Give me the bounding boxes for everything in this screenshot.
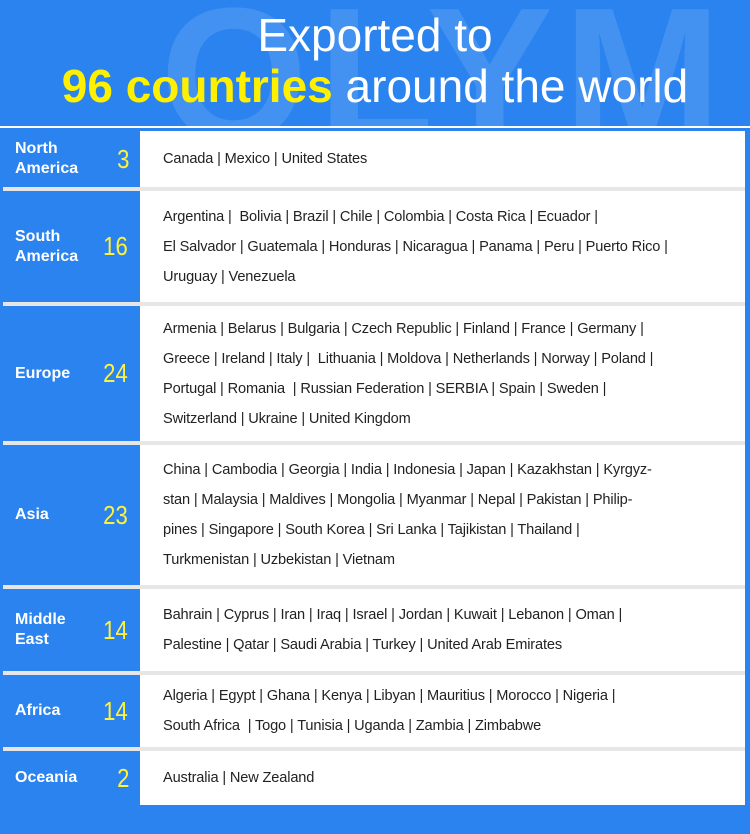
region-name: Europe <box>15 364 71 382</box>
countries-line: South Africa | Togo | Tunisia | Uganda |… <box>163 718 542 734</box>
countries-cell: Armenia | Belarus | Bulgaria | Czech Rep… <box>140 306 745 441</box>
region-name: South America <box>15 227 79 265</box>
countries-line: China | Cambodia | Georgia | India | Ind… <box>163 462 652 478</box>
region-count: 24 <box>103 358 128 388</box>
countries-cell: Canada | Mexico | United States <box>140 131 745 187</box>
region-count: 14 <box>103 614 128 645</box>
countries-line: Switzerland | Ukraine | United Kingdom <box>163 410 411 427</box>
region-row: North America 3 Canada | Mexico | United S… <box>3 131 745 191</box>
region-row: Oceania 2 Australia | New Zealand <box>3 751 745 805</box>
countries-line: Canada | Mexico | United States <box>163 151 368 167</box>
region-row: Africa 14 Algeria | Egypt | Ghana | Kenya … <box>3 675 745 751</box>
countries-line: Australia | New Zealand <box>163 770 315 786</box>
countries-line: Uruguay | Venezuela <box>163 268 296 285</box>
region-cell: Middle East 14 <box>3 589 140 671</box>
countries-line: pines | Singapore | South Korea | Sri La… <box>163 522 580 538</box>
region-count: 3 <box>116 143 129 174</box>
countries-cell: China | Cambodia | Georgia | India | Ind… <box>140 445 745 585</box>
countries-line: Greece | Ireland | Italy | Lithuania | M… <box>163 350 654 367</box>
region-row: Europe 24 Armenia | Belarus | Bulgaria | C… <box>3 306 745 445</box>
countries-line: Palestine | Qatar | Saudi Arabia | Turke… <box>163 637 562 653</box>
countries-line: Turkmenistan | Uzbekistan | Vietnam <box>163 552 395 568</box>
region-row: Asia 23 China | Cambodia | Georgia | India… <box>3 445 745 589</box>
watermark-logo: OLYM <box>160 0 732 126</box>
countries-line: Armenia | Belarus | Bulgaria | Czech Rep… <box>163 320 644 337</box>
region-cell: North America 3 <box>3 131 140 187</box>
region-name: Oceania <box>15 769 78 786</box>
region-name: Africa <box>15 702 61 719</box>
countries-cell: Bahrain | Cyprus | Iran | Iraq | Israel … <box>140 589 745 671</box>
countries-line: Argentina | Bolivia | Brazil | Chile | C… <box>163 208 598 225</box>
countries-cell: Algeria | Egypt | Ghana | Kenya | Libyan… <box>140 675 745 747</box>
region-count: 14 <box>103 695 128 726</box>
region-name: Middle East <box>15 611 66 648</box>
title-highlight: 96 countries <box>61 60 333 112</box>
countries-cell: Australia | New Zealand <box>140 751 745 805</box>
countries-line: Bahrain | Cyprus | Iran | Iraq | Israel … <box>163 607 623 623</box>
countries-line: Portugal | Romania | Russian Federation … <box>163 380 607 397</box>
title-rest: around the world <box>332 60 689 112</box>
countries-cell: Argentina | Bolivia | Brazil | Chile | C… <box>140 191 745 302</box>
region-name: North America <box>15 140 79 177</box>
countries-line: El Salvador | Guatemala | Honduras | Nic… <box>163 238 668 255</box>
region-cell: Africa 14 <box>3 675 140 747</box>
countries-line: Algeria | Egypt | Ghana | Kenya | Libyan… <box>163 688 616 704</box>
region-cell: Europe 24 <box>3 306 140 441</box>
region-cell: Oceania 2 <box>3 751 140 805</box>
region-cell: South America 16 <box>3 191 140 302</box>
countries-line: stan | Malaysia | Maldives | Mongolia | … <box>163 492 633 508</box>
region-count: 2 <box>116 762 129 793</box>
region-name: Asia <box>15 506 49 523</box>
title-line-2: 96 countries around the world <box>0 60 750 112</box>
region-count: 23 <box>103 499 128 530</box>
header-banner: OLYM Exported to 96 countries around the… <box>0 0 750 126</box>
region-cell: Asia 23 <box>3 445 140 585</box>
countries-table: North America 3 Canada | Mexico | United S… <box>0 128 750 834</box>
region-count: 16 <box>103 231 128 261</box>
region-row: Middle East 14 Bahrain | Cyprus | Iran | I… <box>3 589 745 675</box>
title-line-1: Exported to <box>257 9 493 61</box>
region-row: South America 16 Argentina | Bolivia | Bra… <box>3 191 745 306</box>
